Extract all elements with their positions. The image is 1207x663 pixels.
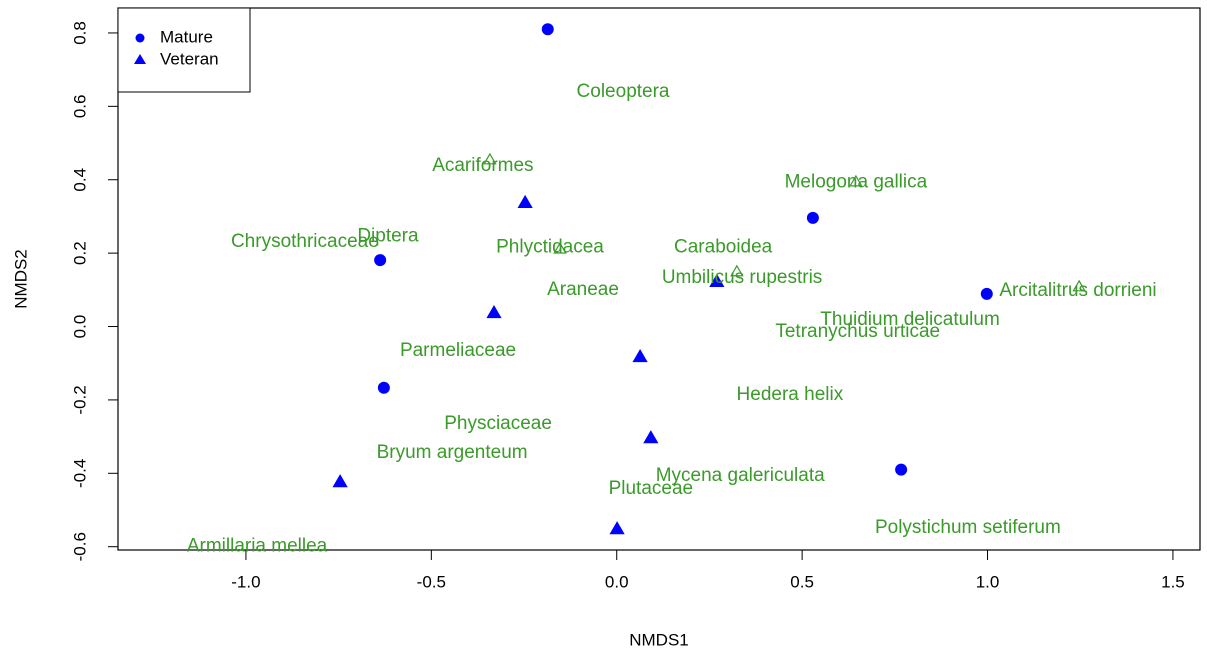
species-label: Arcitalitrus dorrieni (999, 280, 1156, 301)
y-tick-label: 0.8 (70, 21, 89, 45)
x-tick-label: 1.0 (976, 572, 1000, 591)
species-label: Umbilicus rupestris (662, 267, 822, 288)
y-axis-label: NMDS2 (11, 249, 30, 309)
species-label: Chrysothricaceae (231, 231, 379, 252)
y-tick-label: 0.2 (70, 241, 89, 265)
legend-symbol (135, 33, 145, 43)
species-label: Caraboidea (674, 236, 773, 257)
point (541, 23, 554, 36)
point (483, 152, 497, 165)
species-label: Coleoptera (577, 81, 670, 102)
y-tick-label: -0.2 (70, 385, 89, 414)
legend-label: Veteran (160, 49, 219, 68)
x-axis-label: NMDS1 (629, 630, 689, 649)
species-label: Parmeliaceae (400, 340, 516, 361)
species-label: Araneae (547, 279, 619, 300)
y-tick-label: -0.4 (70, 459, 89, 488)
species-label: Armillaria mellea (187, 536, 328, 557)
y-tick-label: 0.6 (70, 95, 89, 119)
species-label: Plutaceae (609, 478, 694, 499)
point (643, 430, 659, 444)
y-tick-label: 0.4 (70, 168, 89, 192)
point (486, 304, 502, 319)
species-label: Thuidium delicatulum (820, 309, 1000, 330)
y-tick-label: 0.0 (70, 315, 89, 339)
species-label: Phlyctidacea (496, 236, 604, 257)
point (377, 381, 390, 394)
legend-box (117, 7, 251, 93)
y-tick-label: -0.6 (70, 532, 89, 561)
legend-symbol (134, 54, 146, 64)
point (609, 521, 625, 535)
species-label: Physciaceae (444, 413, 552, 434)
point (730, 264, 744, 277)
x-tick-label: 1.5 (1161, 572, 1185, 591)
point (806, 211, 819, 224)
point (980, 287, 993, 300)
species-label: Bryum argenteum (377, 442, 528, 463)
species-label: Tetranychus urticae (775, 321, 940, 342)
point (517, 194, 533, 209)
point (332, 474, 348, 488)
species-label: Acariformes (432, 155, 533, 176)
point (849, 174, 863, 187)
x-tick-label: -0.5 (417, 572, 446, 591)
x-tick-label: 0.0 (605, 572, 629, 591)
point (632, 348, 648, 363)
species-label: Hedera helix (737, 384, 844, 405)
species-label: Diptera (357, 225, 419, 246)
x-tick-label: 0.5 (790, 572, 814, 591)
species-label: Mycena galericulata (656, 465, 825, 486)
point (1072, 279, 1086, 292)
legend-label: Mature (160, 27, 213, 46)
point (709, 273, 725, 287)
species-label: Melogona gallica (785, 172, 928, 193)
species-label: Polystichum setiferum (875, 517, 1061, 538)
x-tick-label: -1.0 (231, 572, 260, 591)
point (374, 254, 387, 267)
point (553, 241, 567, 254)
point (895, 463, 908, 476)
